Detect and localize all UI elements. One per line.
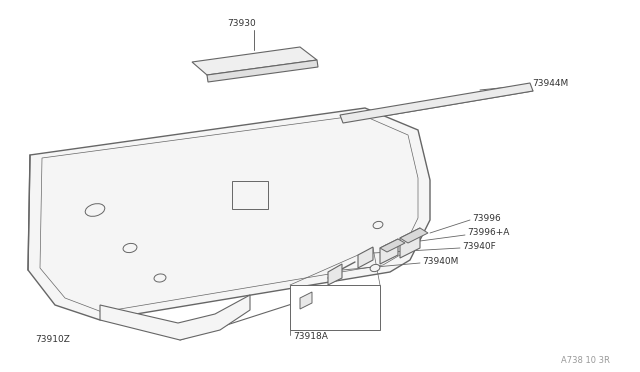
Text: 73996+A: 73996+A xyxy=(467,228,509,237)
Polygon shape xyxy=(232,181,268,209)
Polygon shape xyxy=(207,60,318,82)
Ellipse shape xyxy=(85,203,105,217)
Text: 73910Z: 73910Z xyxy=(35,335,70,344)
Text: 73940F: 73940F xyxy=(315,312,349,321)
Polygon shape xyxy=(400,228,420,258)
Polygon shape xyxy=(380,239,398,264)
Polygon shape xyxy=(192,47,317,75)
Polygon shape xyxy=(380,239,405,252)
Polygon shape xyxy=(340,83,533,123)
Text: 73940M: 73940M xyxy=(422,257,458,266)
Ellipse shape xyxy=(373,221,383,229)
Ellipse shape xyxy=(383,244,393,251)
Ellipse shape xyxy=(154,274,166,282)
Text: 73918A: 73918A xyxy=(293,332,328,341)
Polygon shape xyxy=(328,264,342,285)
Text: 73930: 73930 xyxy=(228,19,257,28)
Ellipse shape xyxy=(370,264,380,272)
Polygon shape xyxy=(28,108,430,320)
Polygon shape xyxy=(400,228,428,243)
Text: 73944M: 73944M xyxy=(532,78,568,87)
Polygon shape xyxy=(300,292,312,309)
Polygon shape xyxy=(100,295,250,340)
Polygon shape xyxy=(358,247,373,268)
Ellipse shape xyxy=(123,243,137,253)
Text: 73940F: 73940F xyxy=(462,241,496,250)
Polygon shape xyxy=(290,285,380,330)
Text: A738 10 3R: A738 10 3R xyxy=(561,356,610,365)
Text: 73996: 73996 xyxy=(472,214,500,222)
